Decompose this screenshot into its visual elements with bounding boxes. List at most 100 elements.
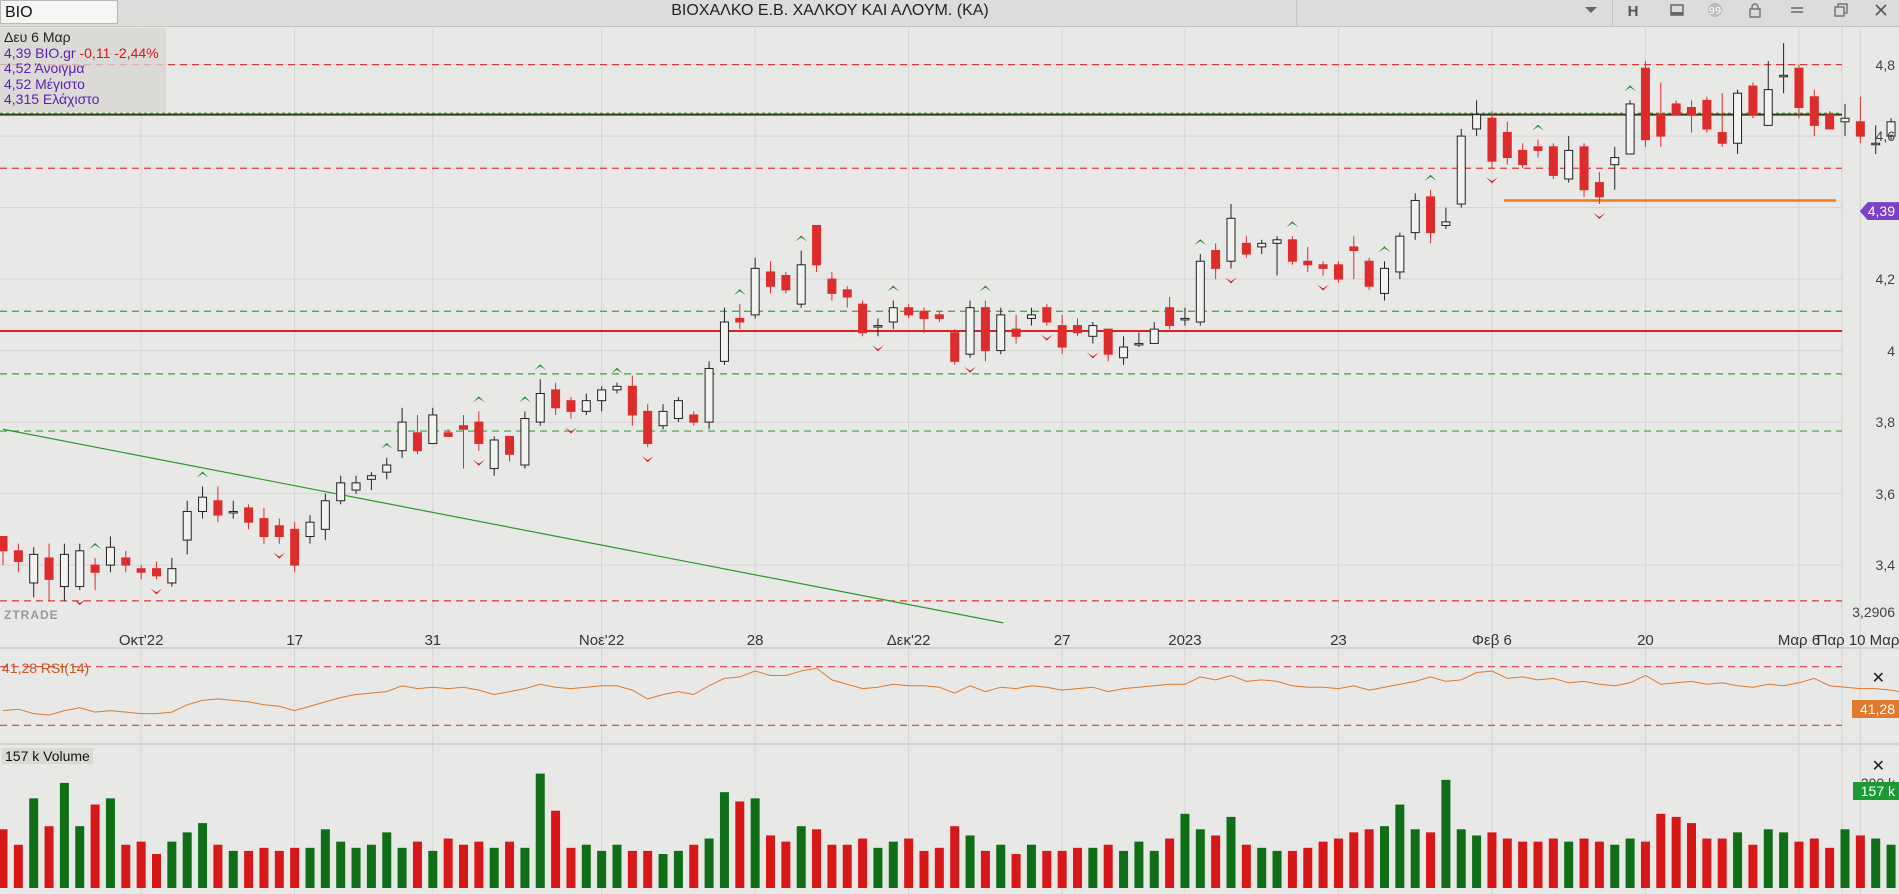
volume-bar (1042, 850, 1052, 888)
candle-body (136, 568, 146, 573)
candle-body (459, 425, 468, 430)
volume-bar (1195, 829, 1205, 888)
chart-canvas[interactable] (0, 26, 1899, 894)
candle-body (520, 418, 530, 466)
candle-body (1042, 307, 1052, 323)
down-arrow-marker (641, 456, 654, 463)
volume-bar (965, 835, 975, 888)
volume-bar (597, 850, 607, 888)
down-arrow-marker (871, 345, 884, 352)
candle-body (888, 307, 898, 323)
volume-bar (1533, 841, 1543, 888)
volume-bar (428, 850, 438, 888)
candle-body (1395, 235, 1405, 273)
candle-body (1717, 132, 1727, 144)
volume-bar (1594, 841, 1604, 888)
layout-icon[interactable] (1662, 2, 1692, 24)
down-arrow-marker (73, 599, 86, 606)
candle-body (1011, 328, 1021, 337)
volume-bar (336, 841, 346, 888)
volume-bar (259, 847, 269, 888)
x-tick-label: Δεκ'22 (886, 632, 931, 649)
candle-body (1026, 314, 1036, 319)
candle-body (259, 518, 269, 537)
symbol-input[interactable]: BIO (0, 0, 118, 24)
volume-close-icon[interactable]: ✕ (1871, 758, 1885, 775)
volume-bar (90, 804, 100, 888)
candle-body (1410, 199, 1420, 234)
volume-bar (1640, 841, 1650, 888)
up-arrow-marker (1286, 221, 1299, 228)
up-arrow-marker (733, 289, 746, 296)
h-button[interactable]: H (1627, 3, 1639, 20)
volume-bar (397, 847, 407, 888)
volume-bar (858, 838, 868, 888)
down-arrow-marker (1225, 277, 1237, 284)
candle-body (1149, 328, 1159, 344)
volume-bar (781, 841, 791, 888)
up-arrow-marker (472, 396, 485, 403)
volume-bar (1149, 850, 1159, 888)
candle-body (397, 421, 407, 452)
up-arrow-marker (196, 471, 209, 478)
volume-bar (1794, 841, 1804, 888)
restore-icon[interactable] (1826, 2, 1856, 24)
volume-bar (673, 850, 683, 888)
candle-body (1840, 117, 1850, 123)
volume-bar (1548, 838, 1558, 888)
volume-bar (566, 847, 576, 888)
candle-body (1165, 307, 1175, 327)
volume-bar (827, 844, 837, 888)
rsi-value-tag: 41,28 (1851, 699, 1899, 718)
volume-bar (1763, 829, 1773, 888)
info-date: Δευ 6 Μαρ (4, 29, 71, 45)
svg-text:99: 99 (1709, 6, 1722, 17)
candle-body (1594, 182, 1604, 198)
x-tick-label: Παρ 10 Μαρ (1816, 632, 1899, 649)
lock-icon[interactable] (1740, 2, 1770, 24)
candle-body (1518, 149, 1528, 166)
volume-bar (1441, 779, 1451, 888)
candle-body (1441, 221, 1451, 226)
volume-bar (1333, 838, 1343, 888)
candle-body (320, 500, 330, 530)
rsi-close-icon[interactable]: ✕ (1871, 670, 1885, 687)
volume-bar (842, 844, 852, 888)
toolbar-separator (1612, 0, 1613, 26)
candle-body (198, 496, 208, 512)
candle-body (0, 536, 8, 552)
comment-icon[interactable]: 99 (1700, 2, 1730, 24)
info-low: 4,315 Ελάχιστο (4, 91, 100, 107)
volume-bar (1395, 804, 1405, 888)
minimize-icon[interactable] (1782, 2, 1812, 24)
candle-body (29, 553, 39, 584)
candle-body (1180, 317, 1190, 321)
candle-body (213, 500, 223, 516)
title-bar: BIO ΒΙΟΧΑΛΚΟ Ε.Β. ΧΑΛΚΟΥ ΚΑΙ ΑΛΟΥΜ. (ΚΑ)… (0, 0, 1899, 27)
chevron-down-icon[interactable] (1576, 2, 1606, 24)
candle-body (612, 385, 622, 391)
candle-body (228, 510, 238, 514)
candle-body (535, 393, 545, 423)
candle-body (167, 568, 177, 584)
candle-body (781, 275, 791, 291)
up-arrow-marker (518, 396, 531, 403)
candle-body (1502, 132, 1512, 159)
down-arrow-marker (1593, 213, 1606, 220)
candle-body (735, 317, 745, 323)
volume-bar (121, 844, 131, 888)
volume-bar (535, 773, 545, 888)
volume-bar (1733, 832, 1743, 888)
close-icon[interactable] (1866, 2, 1896, 24)
y-tick-label: 3,6 (1875, 485, 1895, 502)
volume-bar (627, 850, 637, 888)
volume-bar (1840, 829, 1850, 888)
candle-body (428, 414, 438, 445)
candle-body (1855, 121, 1865, 137)
x-tick-label: 28 (746, 632, 764, 649)
volume-bar (873, 847, 883, 888)
volume-bar (274, 850, 284, 888)
candle-body (1211, 250, 1221, 269)
x-tick-label: 17 (286, 632, 303, 649)
candle-body (1671, 103, 1681, 116)
